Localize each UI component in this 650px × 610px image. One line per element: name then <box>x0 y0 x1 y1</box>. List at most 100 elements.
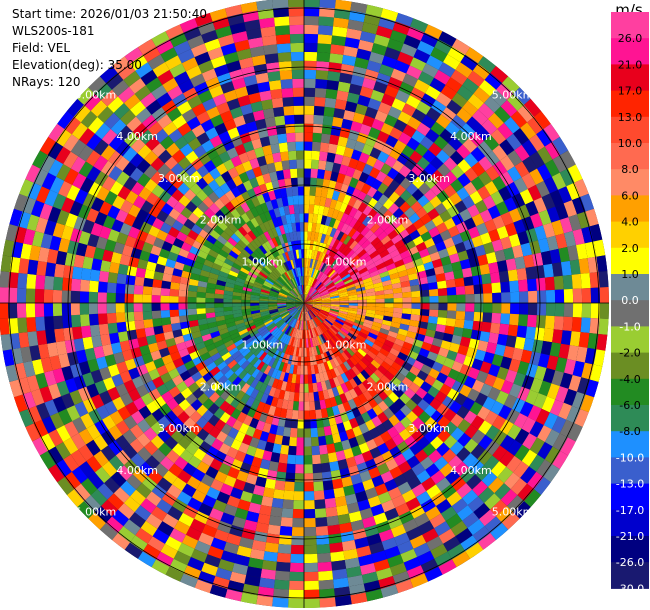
velocity-gate <box>224 369 235 380</box>
velocity-gate <box>244 280 254 287</box>
velocity-gate <box>135 527 153 544</box>
velocity-gate <box>560 150 576 169</box>
velocity-gate <box>476 370 489 384</box>
velocity-gate <box>308 213 314 223</box>
velocity-gate <box>111 509 129 527</box>
velocity-gate <box>304 303 313 307</box>
velocity-gate <box>342 323 352 330</box>
velocity-gate <box>304 303 311 310</box>
velocity-gate <box>529 168 544 185</box>
velocity-gate <box>310 418 318 429</box>
velocity-gate <box>296 298 304 303</box>
velocity-gate <box>552 451 569 470</box>
velocity-gate <box>308 287 315 296</box>
velocity-gate <box>351 149 362 161</box>
velocity-gate <box>319 323 327 333</box>
velocity-gate <box>309 309 317 317</box>
velocity-gate <box>278 361 285 372</box>
velocity-gate <box>208 326 219 334</box>
velocity-gate <box>308 310 313 319</box>
velocity-gate <box>97 483 114 500</box>
velocity-gate <box>278 389 286 400</box>
velocity-gate <box>256 361 265 371</box>
velocity-gate <box>304 267 306 277</box>
velocity-gate <box>148 253 159 264</box>
velocity-gate <box>196 297 206 303</box>
velocity-gate <box>22 391 37 410</box>
velocity-gate <box>333 366 341 377</box>
velocity-gate <box>453 326 464 337</box>
velocity-gate <box>351 445 362 457</box>
velocity-gate <box>278 308 288 313</box>
velocity-gate <box>315 354 321 365</box>
velocity-gate <box>71 278 81 292</box>
velocity-gate <box>89 280 99 293</box>
velocity-gate <box>82 372 95 387</box>
velocity-gate <box>359 345 370 354</box>
velocity-gate <box>273 588 289 599</box>
velocity-gate <box>341 539 357 552</box>
velocity-gate <box>336 210 345 222</box>
velocity-gate <box>26 273 37 289</box>
velocity-gate <box>330 171 339 182</box>
velocity-gate <box>195 341 206 351</box>
velocity-gate <box>153 197 167 211</box>
velocity-gate <box>304 296 311 303</box>
velocity-gate <box>445 513 463 529</box>
velocity-gate <box>412 176 425 189</box>
velocity-gate <box>240 490 253 503</box>
velocity-gate <box>309 338 314 348</box>
velocity-gate <box>563 358 577 375</box>
velocity-gate <box>230 332 241 340</box>
velocity-gate <box>234 554 250 567</box>
velocity-gate <box>325 161 334 172</box>
velocity-gate <box>99 522 118 541</box>
velocity-gate <box>318 372 325 382</box>
velocity-gate <box>241 293 251 298</box>
velocity-gate <box>156 210 169 223</box>
velocity-gate <box>338 430 349 442</box>
velocity-gate <box>255 370 264 381</box>
velocity-gate <box>365 4 383 18</box>
velocity-gate <box>366 299 376 303</box>
velocity-gate <box>467 70 485 87</box>
velocity-gate <box>226 343 237 352</box>
velocity-gate <box>316 326 322 335</box>
velocity-gate <box>187 296 197 303</box>
velocity-gate <box>34 288 45 303</box>
velocity-gate <box>2 239 15 257</box>
velocity-gate <box>568 214 582 232</box>
velocity-gate <box>542 222 556 238</box>
velocity-gate <box>279 526 293 536</box>
velocity-gate <box>310 277 315 287</box>
velocity-gate <box>58 180 73 198</box>
velocity-gate <box>264 319 273 326</box>
velocity-gate <box>525 389 539 406</box>
velocity-gate <box>352 425 363 437</box>
velocity-gate <box>456 505 474 521</box>
velocity-gate <box>160 372 172 384</box>
velocity-gate <box>320 233 327 244</box>
velocity-gate <box>350 1 368 14</box>
velocity-gate <box>334 99 347 110</box>
velocity-gate <box>295 310 300 319</box>
velocity-gate <box>381 537 398 551</box>
velocity-gate <box>44 189 59 207</box>
velocity-gate <box>356 545 372 558</box>
velocity-gate <box>478 486 495 503</box>
velocity-gate <box>304 535 317 546</box>
velocity-gate <box>320 252 326 263</box>
velocity-gate <box>25 164 41 183</box>
velocity-gate <box>153 395 167 409</box>
velocity-gate <box>124 542 143 559</box>
velocity-gate <box>553 275 564 290</box>
velocity-gate <box>355 103 368 116</box>
velocity-gate <box>463 438 479 454</box>
velocity-gate <box>334 496 347 507</box>
velocity-gate <box>151 484 167 499</box>
velocity-gate <box>224 258 235 267</box>
velocity-gate <box>418 182 431 195</box>
velocity-gate <box>309 195 316 205</box>
velocity-gate <box>246 324 257 332</box>
velocity-gate <box>479 361 492 374</box>
